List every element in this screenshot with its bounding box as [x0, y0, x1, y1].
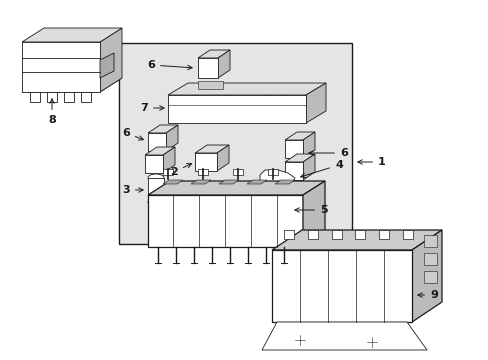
Text: 5: 5	[294, 205, 327, 215]
Bar	[148, 178, 163, 202]
Polygon shape	[148, 133, 165, 151]
Polygon shape	[274, 192, 297, 198]
Polygon shape	[198, 169, 207, 175]
Polygon shape	[64, 92, 74, 102]
Polygon shape	[47, 92, 57, 102]
Polygon shape	[195, 153, 217, 171]
Text: 6: 6	[308, 148, 347, 158]
Polygon shape	[423, 235, 436, 247]
Polygon shape	[288, 192, 297, 224]
Polygon shape	[271, 250, 411, 322]
Polygon shape	[100, 53, 114, 78]
Circle shape	[294, 335, 305, 345]
Circle shape	[260, 85, 269, 95]
Polygon shape	[307, 230, 317, 239]
Polygon shape	[145, 147, 175, 155]
Text: 9: 9	[417, 290, 437, 300]
Polygon shape	[119, 43, 351, 244]
Polygon shape	[168, 83, 325, 95]
Polygon shape	[303, 154, 314, 180]
Polygon shape	[145, 155, 163, 173]
Polygon shape	[165, 125, 178, 151]
Polygon shape	[198, 50, 229, 58]
Polygon shape	[22, 42, 100, 92]
Text: 1: 1	[357, 157, 385, 167]
Polygon shape	[148, 195, 303, 247]
Polygon shape	[100, 28, 122, 92]
Polygon shape	[198, 58, 218, 78]
Polygon shape	[378, 230, 388, 239]
Ellipse shape	[148, 198, 163, 206]
Text: 6: 6	[122, 128, 143, 140]
Polygon shape	[402, 230, 412, 239]
Polygon shape	[411, 230, 441, 322]
Polygon shape	[285, 132, 314, 140]
Circle shape	[200, 85, 209, 95]
Polygon shape	[195, 145, 228, 153]
Circle shape	[366, 337, 376, 347]
Polygon shape	[198, 81, 223, 89]
Text: 3: 3	[122, 185, 143, 195]
Polygon shape	[274, 180, 294, 184]
Polygon shape	[219, 180, 239, 184]
Polygon shape	[217, 145, 228, 171]
Polygon shape	[271, 230, 441, 250]
Text: 2: 2	[170, 163, 191, 177]
Polygon shape	[267, 169, 278, 175]
Polygon shape	[148, 125, 178, 133]
Polygon shape	[423, 253, 436, 265]
Polygon shape	[305, 83, 325, 123]
Polygon shape	[284, 230, 293, 239]
Text: 4: 4	[300, 160, 342, 178]
Ellipse shape	[148, 174, 163, 182]
Polygon shape	[218, 50, 229, 78]
Circle shape	[224, 85, 235, 95]
Polygon shape	[303, 181, 325, 247]
Polygon shape	[285, 140, 303, 158]
Polygon shape	[423, 271, 436, 283]
Polygon shape	[331, 230, 341, 239]
Polygon shape	[148, 181, 325, 195]
Polygon shape	[30, 92, 40, 102]
Text: 6: 6	[147, 60, 192, 70]
Polygon shape	[262, 322, 426, 350]
Polygon shape	[163, 147, 175, 173]
Polygon shape	[303, 132, 314, 158]
Polygon shape	[285, 154, 314, 162]
Polygon shape	[260, 170, 294, 186]
Polygon shape	[22, 28, 122, 42]
Circle shape	[280, 85, 289, 95]
Polygon shape	[22, 78, 122, 92]
Polygon shape	[274, 198, 288, 224]
Polygon shape	[163, 169, 173, 175]
Polygon shape	[163, 180, 183, 184]
Polygon shape	[355, 230, 365, 239]
Polygon shape	[232, 169, 243, 175]
Polygon shape	[191, 180, 210, 184]
Text: 7: 7	[140, 103, 164, 113]
Polygon shape	[168, 95, 305, 123]
Polygon shape	[246, 180, 266, 184]
Text: 8: 8	[48, 99, 56, 125]
Polygon shape	[81, 92, 91, 102]
Polygon shape	[285, 162, 303, 180]
